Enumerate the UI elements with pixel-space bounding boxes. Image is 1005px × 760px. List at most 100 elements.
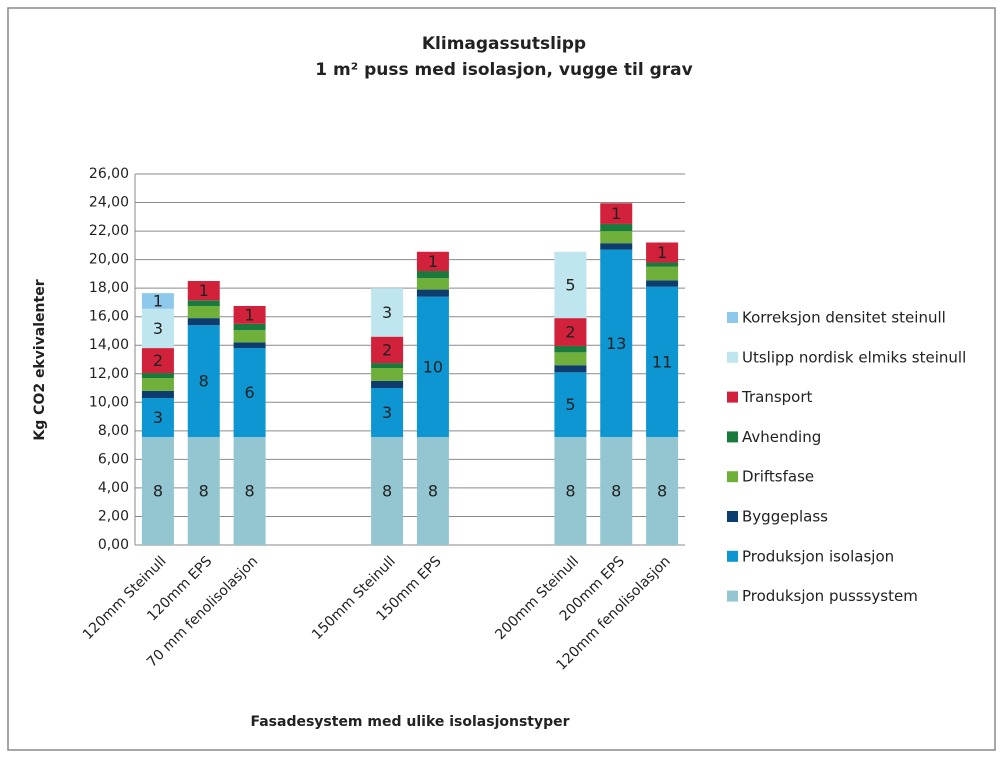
data-label: 11 <box>652 352 672 371</box>
bar-segment <box>141 378 174 391</box>
legend-label: Produksjon pusssystem <box>742 587 918 605</box>
y-tick-label: 14,00 <box>89 337 129 353</box>
legend-swatch <box>727 351 738 363</box>
data-label: 8 <box>382 481 392 500</box>
data-label: 3 <box>153 408 163 427</box>
bar-segment <box>554 372 587 437</box>
bar-segment <box>416 296 449 437</box>
data-label: 2 <box>153 351 163 370</box>
legend-label: Byggeplass <box>742 508 828 526</box>
bar-segment <box>554 436 587 545</box>
data-label: 8 <box>611 481 621 500</box>
bar-segment <box>371 336 404 364</box>
bar-segment <box>646 280 679 287</box>
legend-swatch <box>727 511 738 522</box>
y-tick-label: 8,00 <box>98 423 129 439</box>
bar-segment <box>371 363 404 369</box>
y-tick-label: 6,00 <box>98 451 129 467</box>
legend-label: Utslipp nordisk elmiks steinull <box>742 348 966 366</box>
bar-segment <box>416 251 449 272</box>
data-label: 13 <box>606 334 626 353</box>
bar-segment <box>233 342 266 349</box>
data-label: 1 <box>611 204 621 223</box>
data-label: 8 <box>657 481 667 500</box>
bar-segment <box>141 293 174 309</box>
data-label: 6 <box>244 383 254 402</box>
y-tick-label: 26,00 <box>89 166 129 182</box>
legend-label: Driftsfase <box>742 468 814 486</box>
y-tick-label: 12,00 <box>89 366 129 382</box>
legend-swatch <box>727 391 738 403</box>
bar-segment <box>233 323 266 331</box>
data-label: 1 <box>428 252 438 271</box>
data-label: 8 <box>244 481 254 500</box>
data-label: 8 <box>199 481 209 500</box>
data-label: 3 <box>382 403 392 422</box>
bar-segment <box>646 266 679 281</box>
bar-segment <box>187 325 220 437</box>
bar-segment <box>416 278 449 290</box>
bar-segment <box>141 348 174 374</box>
legend-swatch <box>727 550 738 562</box>
bar-segment <box>371 288 404 337</box>
y-axis-label: Kg CO2 ekvivalenter <box>32 279 48 440</box>
data-label: 1 <box>199 281 209 300</box>
bar-segment <box>416 436 449 545</box>
bar-segment <box>416 271 449 279</box>
y-tick-label: 22,00 <box>89 223 129 239</box>
data-label: 1 <box>244 305 254 324</box>
bar-segment <box>600 231 633 244</box>
bar-segment <box>371 380 404 389</box>
legend-swatch <box>727 590 738 602</box>
bar-segment <box>554 352 587 366</box>
bar-segment <box>233 330 266 343</box>
chart-subtitle: 1 m² puss med isolasjon, vugge til grav <box>315 60 692 80</box>
y-tick-label: 10,00 <box>89 394 129 410</box>
bar-segment <box>233 305 266 324</box>
bar-segment <box>646 242 679 263</box>
y-tick-label: 20,00 <box>89 252 129 268</box>
bar-segment <box>371 388 404 437</box>
bar-segment <box>187 281 220 301</box>
bar-segment <box>600 223 633 232</box>
chart-title: Klimagassutslipp <box>422 34 586 54</box>
legend-swatch <box>727 431 738 443</box>
data-label: 3 <box>382 303 392 322</box>
data-label: 2 <box>382 340 392 359</box>
bar-segment <box>187 436 220 545</box>
data-label: 1 <box>657 243 667 262</box>
y-tick-label: 0,00 <box>98 537 129 553</box>
y-tick-label: 4,00 <box>98 480 129 496</box>
y-tick-label: 16,00 <box>89 309 129 325</box>
data-label: 8 <box>428 481 438 500</box>
bar-segment <box>416 289 449 297</box>
bar-segment <box>646 436 679 545</box>
y-tick-label: 24,00 <box>89 195 129 211</box>
data-label: 2 <box>565 323 575 342</box>
bar-segment <box>187 300 220 306</box>
data-label: 10 <box>423 357 443 376</box>
bar-segment <box>141 308 174 349</box>
data-label: 8 <box>199 372 209 391</box>
bar-segment <box>371 436 404 545</box>
bar-segment <box>554 345 587 353</box>
data-label: 8 <box>565 481 575 500</box>
data-label: 3 <box>153 319 163 338</box>
bar-segment <box>371 368 404 381</box>
bar-segment <box>187 318 220 326</box>
legend-swatch <box>727 471 738 483</box>
bar-segment <box>233 348 266 437</box>
data-label: 5 <box>565 275 575 294</box>
y-tick-label: 18,00 <box>89 280 129 296</box>
bar-segment <box>141 436 174 545</box>
bar-segment <box>646 262 679 267</box>
bar-segment <box>141 390 174 399</box>
bar-segment <box>141 373 174 379</box>
bar-segment <box>141 398 174 437</box>
bar-segment <box>554 318 587 346</box>
data-label: 1 <box>153 291 163 310</box>
bar-segment <box>554 365 587 373</box>
bar-segment <box>600 243 633 250</box>
bar-segment <box>233 436 266 545</box>
